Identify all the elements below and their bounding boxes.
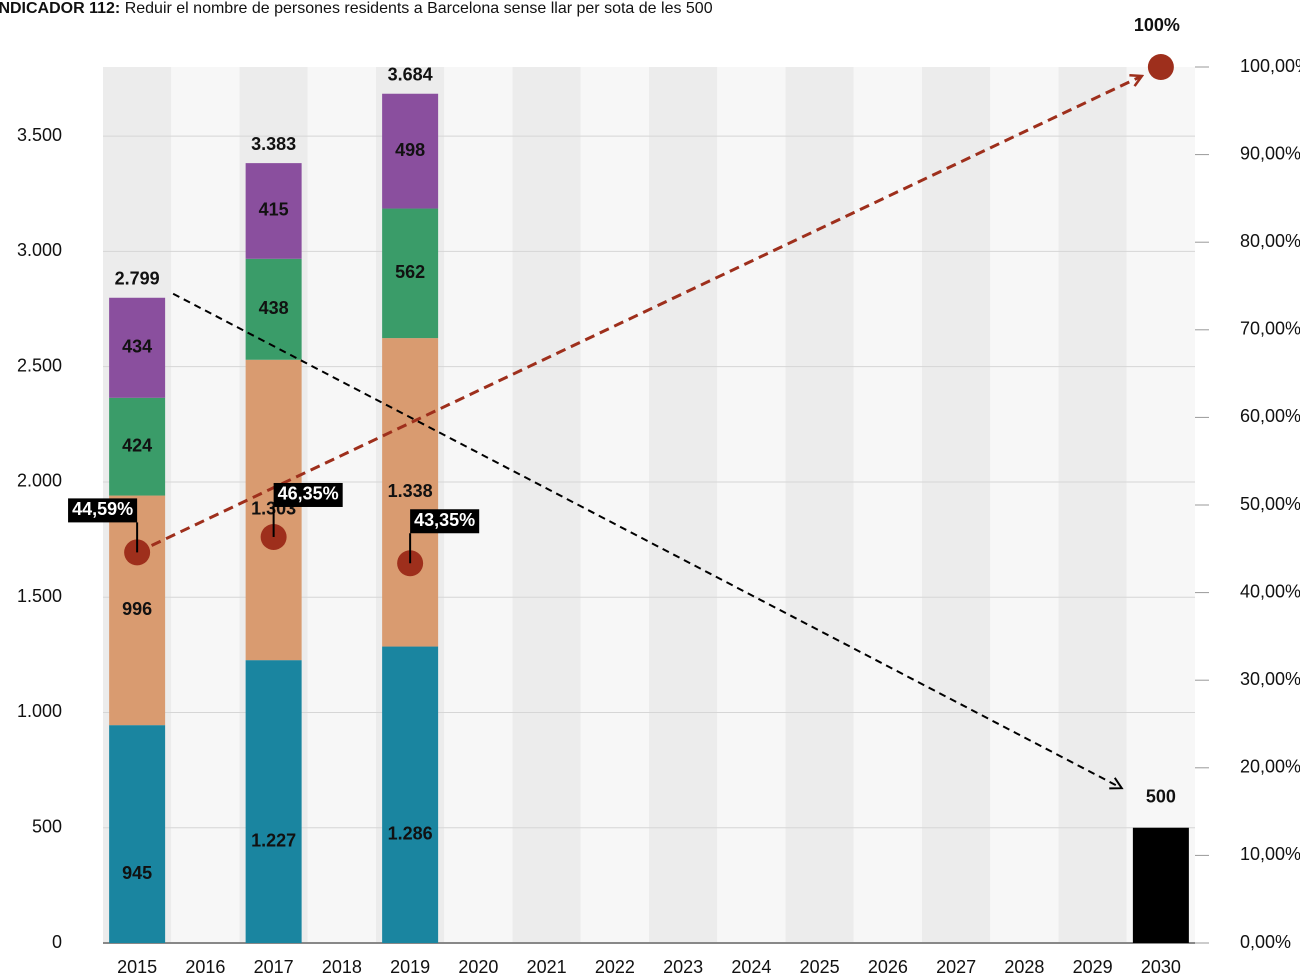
point-label: 44,59% <box>72 499 133 519</box>
y-tick-label: 3.000 <box>17 240 62 260</box>
y-tick-label: 2.500 <box>17 355 62 375</box>
bar-value-label: 500 <box>1146 786 1176 806</box>
bar-value-label: 424 <box>122 435 152 455</box>
x-tick-label: 2020 <box>458 957 498 977</box>
band <box>853 67 922 943</box>
x-tick-label: 2027 <box>936 957 976 977</box>
x-tick-label: 2018 <box>322 957 362 977</box>
bar-value-label: 415 <box>259 200 289 220</box>
point-label-box: 46,35% <box>273 482 343 507</box>
y-tick-label: 1.500 <box>17 586 62 606</box>
total-label: 3.383 <box>251 134 296 154</box>
bar-value-label: 945 <box>122 863 152 883</box>
bar-segment <box>382 338 439 647</box>
bar-value-label: 1.338 <box>388 481 433 501</box>
band <box>922 67 991 943</box>
y2-tick-label: 70,00% <box>1240 319 1300 339</box>
y-tick-label: 3.500 <box>17 125 62 145</box>
x-tick-label: 2026 <box>868 957 908 977</box>
x-tick-label: 2025 <box>800 957 840 977</box>
x-tick-label: 2019 <box>390 957 430 977</box>
point-label-box: 43,35% <box>410 509 480 534</box>
y2-tick-label: 40,00% <box>1240 581 1300 601</box>
x-tick-label: 2024 <box>731 957 771 977</box>
band <box>171 67 240 943</box>
trend-arrow <box>136 76 1141 554</box>
bar-segment <box>245 660 302 943</box>
y2-tick-label: 60,00% <box>1240 406 1300 426</box>
y2-tick-label: 100,00% <box>1240 56 1300 76</box>
x-tick-label: 2028 <box>1004 957 1044 977</box>
y2-tick-label: 10,00% <box>1240 844 1300 864</box>
band <box>717 67 786 943</box>
x-tick-label: 2022 <box>595 957 635 977</box>
x-tick-label: 2030 <box>1141 957 1181 977</box>
x-tick-label: 2016 <box>185 957 225 977</box>
y-tick-label: 2.000 <box>17 471 62 491</box>
bar-segment <box>382 208 439 339</box>
bar-value-label: 434 <box>122 337 152 357</box>
y-tick-label: 0 <box>52 932 62 952</box>
y2-tick-label: 0,00% <box>1240 932 1291 952</box>
point-label-box: 44,59% <box>68 498 138 523</box>
bar-value-label: 438 <box>259 298 289 318</box>
band <box>444 67 513 943</box>
bar-value-label: 562 <box>395 262 425 282</box>
bar-segment <box>1132 827 1189 943</box>
point-label: 100% <box>1134 15 1180 35</box>
bar-value-label: 1.227 <box>251 830 296 850</box>
bar-segment <box>382 646 439 943</box>
y2-tick-label: 20,00% <box>1240 757 1300 777</box>
x-tick-label: 2029 <box>1073 957 1113 977</box>
chart-title: INDICADOR 112: Reduir el nombre de perso… <box>0 0 713 17</box>
label-bg <box>68 498 138 523</box>
title-prefix: INDICADOR 112: <box>0 0 120 17</box>
point-label: 43,35% <box>414 510 475 530</box>
band <box>580 67 649 943</box>
band <box>990 67 1059 943</box>
line-point <box>1147 54 1174 80</box>
bar-segment <box>245 258 302 360</box>
bar-segment <box>109 397 166 496</box>
bar-value-label: 1.286 <box>388 824 433 844</box>
band <box>1058 67 1127 943</box>
x-tick-label: 2017 <box>254 957 294 977</box>
total-label: 3.684 <box>388 64 433 84</box>
band <box>1126 67 1195 943</box>
label-bg <box>410 509 480 534</box>
bar-segment <box>109 725 166 943</box>
total-label: 2.799 <box>115 269 160 289</box>
bar-value-label: 498 <box>395 140 425 160</box>
band <box>649 67 718 943</box>
y2-tick-label: 30,00% <box>1240 669 1300 689</box>
bar-segment <box>109 297 166 398</box>
label-bg <box>273 482 343 507</box>
point-label: 46,35% <box>278 484 339 504</box>
x-tick-label: 2023 <box>663 957 703 977</box>
band <box>785 67 854 943</box>
x-tick-label: 2021 <box>527 957 567 977</box>
y2-tick-label: 90,00% <box>1240 143 1300 163</box>
title-text: Reduir el nombre de persones residents a… <box>125 0 713 17</box>
bar-segment <box>245 163 302 259</box>
y2-tick-label: 80,00% <box>1240 231 1300 251</box>
bar-segment <box>382 93 439 209</box>
x-tick-label: 2015 <box>117 957 157 977</box>
y-tick-label: 1.000 <box>17 701 62 721</box>
y2-tick-label: 50,00% <box>1240 494 1300 514</box>
band <box>512 67 581 943</box>
bar-value-label: 996 <box>122 599 152 619</box>
y-tick-label: 500 <box>32 816 62 836</box>
target-arrow <box>172 292 1121 788</box>
